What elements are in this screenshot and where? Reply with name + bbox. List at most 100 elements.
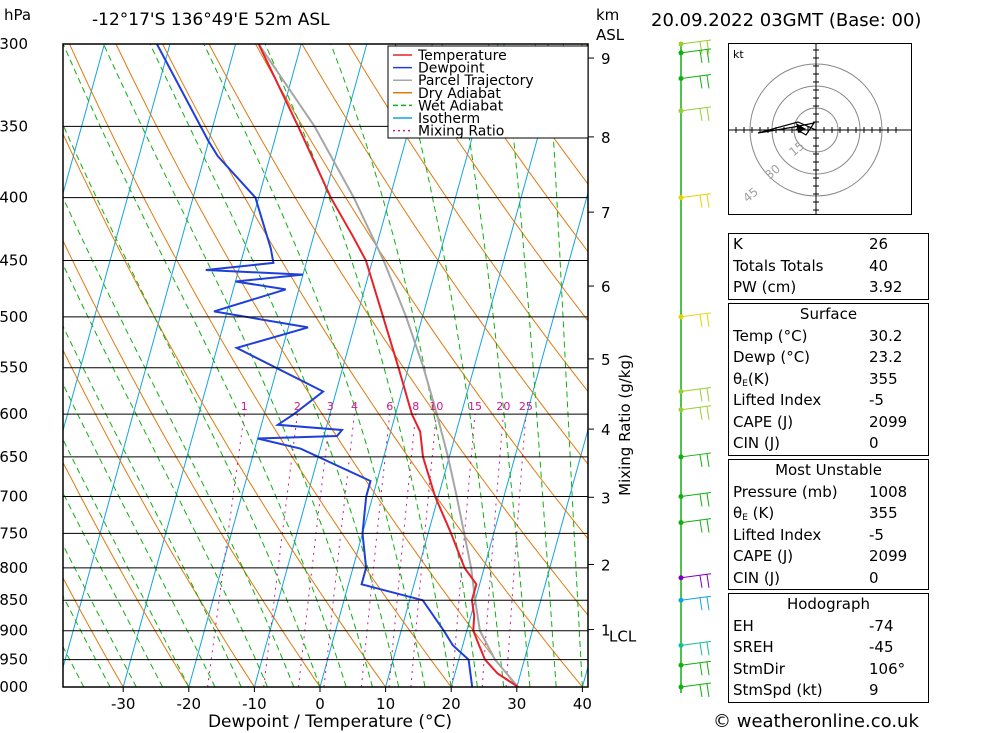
- height-unit-km: km: [596, 6, 620, 24]
- most-unstable-title: Most Unstable: [775, 461, 882, 479]
- isotherm-line: [385, 44, 565, 687]
- indices-table: K 26 Totals Totals 40 PW (cm) 3.92: [728, 233, 929, 300]
- mixing-ratio-label: 1: [241, 400, 248, 413]
- wet-adiabat-line: [63, 382, 216, 687]
- wind-barb: [680, 312, 712, 327]
- dry-adiabat-line: [348, 44, 588, 393]
- legend-label: Parcel Trajectory: [418, 73, 534, 89]
- dry-adiabat-line: [162, 44, 583, 687]
- wind-barb: [680, 573, 712, 588]
- wind-barb: [680, 193, 712, 208]
- dry-adiabat-line: [63, 576, 124, 687]
- most-unstable-table: Most Unstable Pressure (mb) 1008 θE (K) 35…: [728, 459, 929, 590]
- legend-label: Isotherm: [418, 111, 480, 127]
- wind-barb: [680, 39, 712, 55]
- precipitable-water-row: PW (cm) 3.92: [733, 278, 903, 296]
- legend-label: Wet Adiabat: [418, 98, 504, 114]
- km-tick-label: 2: [601, 556, 611, 574]
- wind-barb: [680, 386, 712, 402]
- isotherm-line: [319, 44, 499, 687]
- hodograph-table-title: Hodograph: [786, 595, 871, 613]
- k-index-row: K 26: [733, 235, 889, 253]
- wind-barb: [680, 106, 712, 121]
- pressure-tick-label: 950: [0, 651, 28, 669]
- surface-title: Surface: [799, 305, 858, 323]
- wind-barb: [680, 682, 712, 698]
- legend-label: Temperature: [417, 48, 507, 64]
- wet-adiabat-line: [452, 44, 531, 687]
- hodograph-table: Hodograph EH -74 SREH -45 StmDir 106° StmSp…: [728, 593, 929, 703]
- x-tick-label: -30: [111, 695, 136, 713]
- legend-box: [387, 45, 589, 139]
- x-tick-label: -10: [242, 695, 267, 713]
- pressure-tick-label: 800: [0, 559, 28, 577]
- height-unit-asl: ASL: [596, 26, 625, 44]
- dry-adiabat-line: [255, 44, 588, 540]
- pressure-tick-label: 850: [0, 591, 28, 609]
- pressure-unit-label: hPa: [4, 6, 32, 24]
- surface-temp-row: Temp (°C) 30.2: [733, 326, 903, 345]
- mixing-ratio-label: 3: [327, 400, 334, 413]
- mu-cin-row: CIN (J) 0: [733, 568, 879, 587]
- mu-theta-e-row: θE (K) 355: [733, 504, 898, 523]
- wet-adiabat-line: [63, 594, 111, 687]
- mixing-ratio-line: [323, 414, 355, 687]
- mixing-ratio-label: 20: [496, 400, 510, 413]
- copyright-link[interactable]: © weatheronline.co.uk: [713, 711, 919, 732]
- isotherm-line: [516, 427, 588, 687]
- x-tick-label: 20: [442, 695, 461, 713]
- wet-adiabat-line: [547, 44, 583, 687]
- pressure-tick-label: 450: [0, 252, 28, 270]
- dry-adiabat-line: [63, 461, 190, 687]
- lcl-label: LCL: [609, 628, 637, 646]
- x-tick-label: 40: [573, 695, 592, 713]
- wind-barb: [680, 518, 712, 533]
- pressure-tick-label: 350: [0, 117, 28, 135]
- legend-label: Mixing Ratio: [418, 124, 504, 140]
- legend-label: Dewpoint: [418, 61, 485, 77]
- wet-adiabat-line: [63, 123, 321, 687]
- storm-direction-row: StmDir 106°: [733, 659, 906, 678]
- wet-adiabat-line: [394, 44, 505, 687]
- surface-table: Surface Temp (°C) 30.2 Dewp (°C) 23.2 θE(K…: [728, 303, 929, 456]
- wind-barb: [680, 492, 712, 507]
- mixing-ratio-line: [360, 414, 391, 687]
- pressure-tick-label: 1000: [0, 678, 28, 696]
- pressure-tick-label: 650: [0, 448, 28, 466]
- wet-adiabat-line: [63, 438, 190, 687]
- isotherm-line: [63, 44, 171, 433]
- mu-cape-row: CAPE (J) 2099: [733, 547, 908, 565]
- dewpoint-line: [156, 44, 474, 687]
- wet-adiabat-line: [63, 263, 268, 687]
- mixing-ratio-line: [388, 414, 417, 687]
- mixing-ratio-label: 25: [519, 400, 533, 413]
- isotherm-line: [253, 44, 433, 687]
- wet-adiabat-line: [330, 44, 478, 687]
- x-axis-label: Dewpoint / Temperature (°C): [208, 712, 452, 732]
- wind-barb: [680, 640, 712, 656]
- isotherm-line: [122, 44, 302, 687]
- km-tick-label: 7: [601, 204, 611, 222]
- pressure-tick-label: 600: [0, 405, 28, 423]
- surface-cape-row: CAPE (J) 2099: [733, 412, 908, 431]
- mixing-ratio-label: 4: [351, 400, 358, 413]
- surface-dewp-row: Dewp (°C) 23.2: [733, 348, 903, 366]
- mu-pressure-row: Pressure (mb) 1008: [733, 482, 908, 501]
- isotherm-line: [63, 44, 105, 196]
- surface-cin-row: CIN (J) 0: [733, 434, 879, 452]
- pressure-tick-label: 300: [0, 35, 28, 53]
- wind-barb: [680, 73, 712, 89]
- hodograph-chart: kt 15 30 45: [728, 43, 912, 215]
- mixing-ratio-line: [505, 414, 527, 687]
- wet-adiabat-line: [63, 543, 137, 687]
- km-tick-label: 5: [601, 351, 611, 369]
- wind-barb: [680, 660, 712, 676]
- datetime-title: 20.09.2022 03GMT (Base: 00): [651, 10, 922, 31]
- x-tick-label: 10: [376, 695, 395, 713]
- x-tick-label: 0: [315, 695, 325, 713]
- plot-frame: [62, 43, 589, 688]
- mixing-ratio-label: 10: [429, 400, 443, 413]
- dry-adiabat-line: [69, 44, 452, 687]
